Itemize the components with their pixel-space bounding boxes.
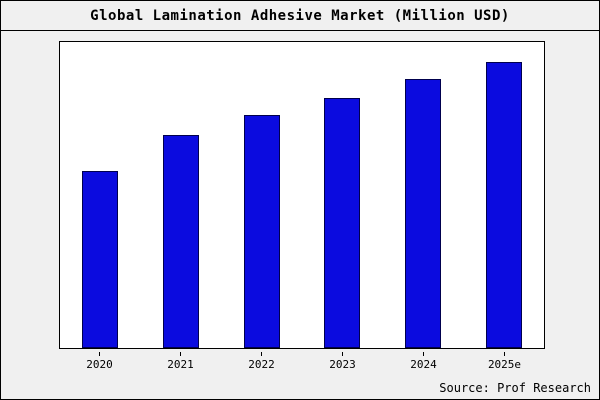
bar-2022 [243,114,280,348]
bar-slot [221,42,302,348]
x-label-slot: 2023 [302,352,383,376]
bar-2023 [324,97,361,348]
x-label-slot: 2025e [464,352,545,376]
x-tick-label: 2021 [167,358,194,371]
source-credit: Source: Prof Research [439,381,591,395]
x-label-slot: 2021 [140,352,221,376]
x-tick-label: 2022 [248,358,275,371]
x-tick-label: 2025e [487,358,522,371]
tick-mark [180,352,181,356]
bar-slot [383,42,464,348]
bar-2025e [485,62,522,348]
tick-mark [504,352,505,356]
bar-2024 [405,79,442,348]
tick-mark [342,352,343,356]
bar-slot [463,42,544,348]
bar-slot [302,42,383,348]
tick-mark [99,352,100,356]
x-tick-label: 2023 [329,358,356,371]
x-tick-label: 2020 [86,358,113,371]
bar-slot [60,42,141,348]
x-tick-label: 2024 [410,358,437,371]
tick-mark [261,352,262,356]
bar-2020 [82,170,119,348]
x-label-slot: 2020 [59,352,140,376]
x-label-slot: 2024 [383,352,464,376]
x-axis-labels: 2020 2021 2022 2023 2024 2025e [59,352,545,376]
chart-title: Global Lamination Adhesive Market (Milli… [1,1,599,31]
plot-area [59,41,545,349]
bar-slot [141,42,222,348]
tick-mark [423,352,424,356]
bar-2021 [163,134,199,348]
x-label-slot: 2022 [221,352,302,376]
